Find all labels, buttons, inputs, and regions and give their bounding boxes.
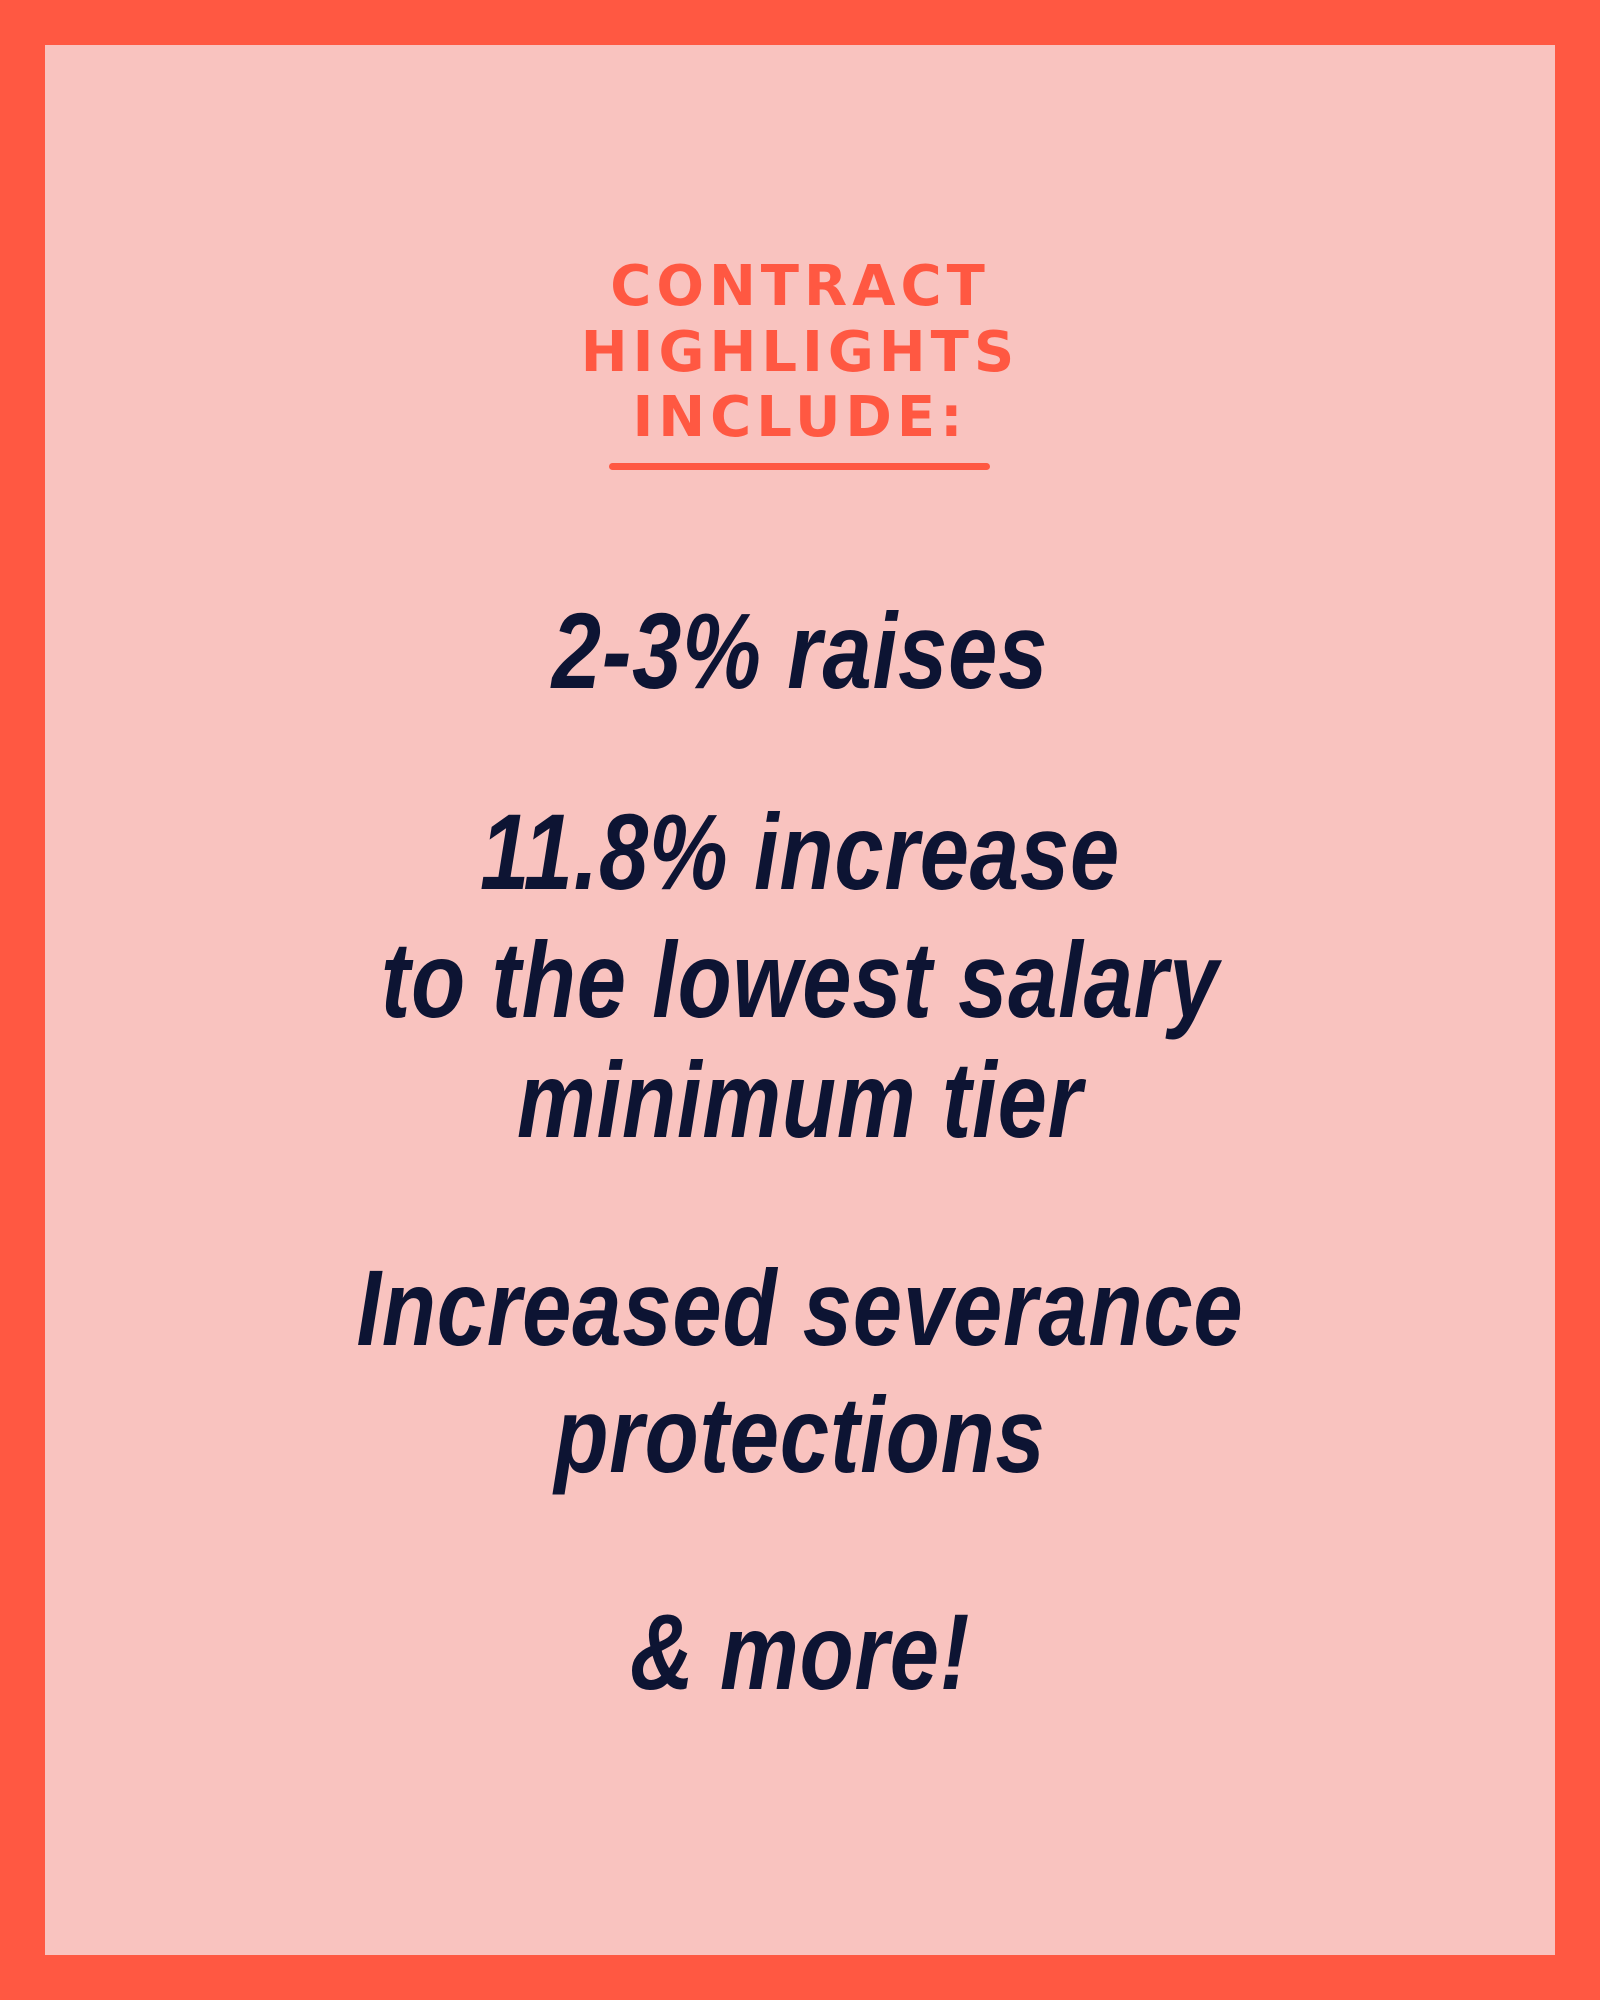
highlight-line: protections [554,1374,1046,1495]
highlight-line: to the lowest salary [380,919,1220,1040]
heading-underline [609,463,990,470]
highlight-line: & more! [629,1591,971,1712]
heading-line: INCLUDE: [632,385,968,450]
highlight-line: 2-3% raises [551,590,1049,711]
highlight-line: Increased severance [356,1247,1244,1368]
highlight-line: minimum tier [517,1039,1083,1160]
heading-line: HIGHLIGHTS [580,320,1020,385]
content-panel [45,45,1555,1955]
highlight-line: 11.8% increase [479,791,1121,912]
heading-line: CONTRACT [610,254,990,319]
